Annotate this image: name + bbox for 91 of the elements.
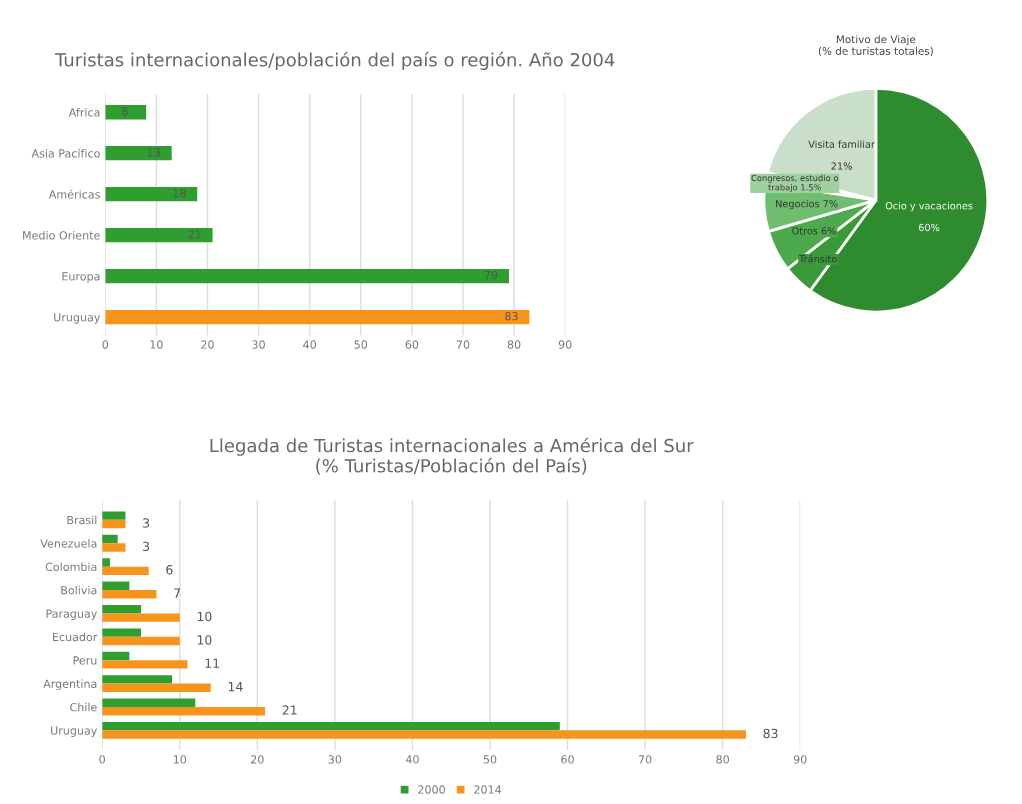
y-tick-label: Uruguay bbox=[51, 726, 98, 737]
y-tick-label: Uruguay bbox=[54, 313, 101, 324]
data-label: 14 bbox=[228, 682, 243, 692]
x-tick-label: 0 bbox=[99, 755, 105, 764]
bar bbox=[102, 566, 149, 576]
slice-label: Negocios 7% bbox=[776, 199, 838, 210]
bar bbox=[102, 558, 110, 567]
legend-label: 2000 bbox=[418, 785, 445, 794]
x-tick-label: 60 bbox=[561, 755, 574, 764]
bar bbox=[102, 636, 180, 646]
x-tick-label: 0 bbox=[102, 340, 109, 349]
y-tick-label: Paraguay bbox=[46, 609, 98, 620]
x-tick-label: 40 bbox=[405, 755, 419, 764]
bar bbox=[102, 675, 172, 684]
y-tick-label: Colombia bbox=[45, 562, 97, 572]
x-tick-label: 80 bbox=[507, 340, 521, 349]
data-label: 18 bbox=[173, 188, 186, 198]
x-tick-label: 80 bbox=[716, 755, 729, 764]
y-tick-label: Europa bbox=[62, 272, 100, 283]
x-tick-label: 30 bbox=[328, 755, 342, 764]
y-tick-label: Argentina bbox=[43, 679, 97, 691]
y-tick-label: Bolivia bbox=[61, 585, 97, 595]
data-label: 10 bbox=[197, 611, 212, 622]
chart-title: Motivo de Viaje (% de turistas totales) bbox=[818, 35, 933, 57]
x-tick-label: 20 bbox=[201, 340, 214, 349]
data-label: 79 bbox=[484, 270, 498, 280]
bar bbox=[102, 628, 141, 637]
data-label: 11 bbox=[205, 658, 219, 668]
y-tick-label: Medio Oriente bbox=[23, 230, 100, 240]
y-tick-label: Africa bbox=[68, 107, 100, 117]
y-tick-label: Américas bbox=[48, 189, 100, 199]
y-tick-label: Venezuela bbox=[40, 539, 97, 548]
chart-title: Turistas internacionales/población del país o región. Año 2004 bbox=[54, 51, 615, 71]
data-label: 6 bbox=[166, 565, 173, 575]
data-label: 7 bbox=[174, 588, 181, 598]
bar bbox=[105, 187, 198, 202]
bar bbox=[102, 683, 211, 692]
x-tick-label: 90 bbox=[558, 340, 572, 349]
x-tick-label: 10 bbox=[150, 340, 163, 349]
y-tick-label: Peru bbox=[73, 656, 97, 665]
slice-label: Otros 6% bbox=[792, 227, 836, 235]
bar bbox=[102, 590, 157, 599]
data-label: 3 bbox=[143, 541, 150, 552]
x-tick-label: 70 bbox=[638, 755, 652, 764]
bar bbox=[102, 730, 746, 739]
bar bbox=[102, 706, 266, 716]
bar bbox=[102, 605, 141, 614]
y-tick-label: Brasil bbox=[67, 515, 97, 525]
bar bbox=[102, 660, 188, 669]
x-tick-label: 50 bbox=[354, 340, 368, 349]
data-label: 83 bbox=[505, 311, 518, 321]
y-tick-label: Chile bbox=[70, 702, 97, 712]
y-tick-label: Ecuador bbox=[53, 632, 98, 642]
slice-label: Tránsito bbox=[799, 254, 837, 263]
x-tick-label: 30 bbox=[252, 340, 265, 349]
data-label: 21 bbox=[282, 705, 297, 715]
slice-label: Ocio y vacaciones bbox=[885, 201, 973, 212]
legend-label: 2014 bbox=[474, 785, 502, 794]
bar bbox=[105, 105, 147, 120]
bar bbox=[102, 698, 196, 707]
data-label: 83 bbox=[763, 728, 778, 739]
slice-label: Congresos, estudio o trabajo 1.5% bbox=[751, 174, 838, 193]
bar bbox=[102, 651, 130, 661]
slice-label: Visita familiar bbox=[808, 140, 875, 148]
x-tick-label: 60 bbox=[405, 340, 419, 349]
x-tick-label: 70 bbox=[456, 340, 470, 349]
data-label: 10 bbox=[197, 635, 212, 645]
data-label: 60% bbox=[918, 223, 940, 232]
bar bbox=[102, 721, 560, 731]
bar bbox=[105, 146, 172, 161]
bar bbox=[102, 511, 126, 520]
bar bbox=[102, 519, 126, 529]
data-label: 3 bbox=[143, 518, 150, 528]
bar bbox=[102, 534, 118, 544]
bar bbox=[105, 227, 213, 243]
data-label: 21% bbox=[831, 162, 852, 170]
x-tick-label: 50 bbox=[483, 755, 497, 764]
bar bbox=[102, 543, 126, 552]
x-tick-label: 90 bbox=[793, 755, 807, 764]
x-tick-label: 10 bbox=[173, 755, 187, 764]
y-tick-label: Asia Pacífico bbox=[31, 148, 100, 158]
bar bbox=[102, 581, 130, 591]
data-label: 21 bbox=[188, 229, 201, 239]
bar bbox=[105, 268, 509, 284]
bar bbox=[102, 613, 180, 622]
bar bbox=[105, 309, 530, 325]
data-label: 13 bbox=[147, 148, 160, 157]
chart-title: Llegada de Turistas internacionales a América del Sur (% Turistas/Población del País) bbox=[210, 437, 694, 475]
x-tick-label: 40 bbox=[303, 340, 316, 349]
data-label: 8 bbox=[121, 107, 128, 116]
x-tick-label: 20 bbox=[251, 755, 264, 764]
